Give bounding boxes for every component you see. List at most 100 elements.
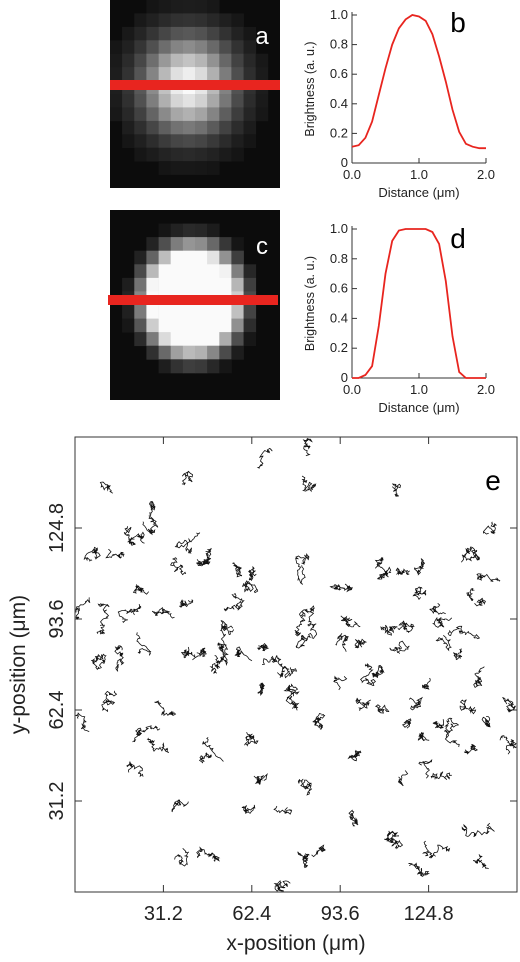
- panel-label-e: e: [485, 465, 501, 496]
- image-pixel: [219, 237, 232, 252]
- trajectory-point: [180, 646, 196, 659]
- trajectory-point: [101, 690, 118, 713]
- image-pixel: [219, 359, 232, 374]
- image-pixel: [134, 13, 147, 28]
- trajectory-point: [283, 683, 300, 700]
- image-pixel: [207, 26, 220, 41]
- image-pixel: [207, 0, 220, 14]
- trajectory-point: [481, 716, 491, 728]
- image-pixel: [195, 120, 208, 135]
- y-axis-label-d: Brightness (a. u.): [303, 256, 317, 351]
- plot-frame-e: [74, 436, 518, 893]
- image-pixel: [219, 318, 232, 333]
- image-pixel: [146, 277, 159, 292]
- trajectory-point: [295, 635, 307, 649]
- image-pixel: [134, 332, 147, 347]
- image-c-pixels: [122, 223, 257, 374]
- trajectory-point: [295, 553, 310, 585]
- image-pixel: [134, 53, 147, 68]
- trajectory-point: [83, 546, 101, 562]
- image-pixel: [243, 107, 257, 122]
- x-tick-label-b: 0.0: [343, 167, 361, 182]
- trajectory-point: [499, 735, 517, 755]
- image-pixel: [195, 40, 208, 55]
- image-pixel: [182, 94, 196, 108]
- image-pixel: [219, 277, 232, 292]
- trajectory-point: [198, 752, 212, 764]
- trajectory-point: [430, 771, 452, 781]
- image-pixel: [134, 107, 147, 122]
- image-pixel: [170, 237, 184, 252]
- x-tick-label-b: 1.0: [410, 167, 428, 182]
- trajectory-point: [192, 647, 207, 661]
- image-pixel: [195, 318, 208, 333]
- y-tick-label-d: 0.4: [330, 310, 348, 325]
- panel-label-d: d: [450, 223, 466, 254]
- trajectory-point: [333, 675, 348, 691]
- panel-a: a: [110, 0, 280, 188]
- image-pixel: [219, 305, 232, 319]
- trajectory-point: [202, 737, 224, 762]
- image-pixel: [243, 277, 257, 292]
- trajectory-point: [179, 599, 194, 608]
- y-axis-label-b: Brightness (a. u.): [303, 41, 317, 136]
- trajectory-point: [311, 844, 326, 858]
- image-pixel: [182, 147, 196, 162]
- y-tick-label-b: 0: [341, 155, 348, 170]
- trajectory-point: [301, 475, 317, 493]
- trajectory-point: [209, 660, 223, 674]
- image-pixel: [231, 345, 244, 360]
- trajectory-point: [232, 562, 243, 578]
- image-pixel: [255, 67, 269, 81]
- trajectory-point: [392, 483, 401, 497]
- trajectory-point: [174, 532, 201, 554]
- image-pixel: [231, 332, 244, 347]
- trajectory-point: [136, 632, 152, 656]
- image-pixel: [110, 53, 123, 68]
- trajectory-point: [105, 548, 125, 559]
- x-tick-label-d: 1.0: [410, 382, 428, 397]
- image-pixel: [195, 134, 208, 149]
- trajectory-point: [302, 437, 313, 457]
- image-pixel: [158, 107, 172, 122]
- image-pixel: [195, 305, 208, 319]
- image-pixel: [146, 237, 159, 252]
- x-axis-label-b: Distance (μm): [378, 185, 459, 200]
- image-pixel: [207, 305, 220, 319]
- trajectory-point: [248, 565, 257, 582]
- trajectory-point: [412, 586, 427, 600]
- trajectory-point: [312, 713, 326, 730]
- trajectory-point: [223, 593, 245, 612]
- image-pixel: [231, 53, 244, 68]
- image-pixel: [182, 26, 196, 41]
- image-pixel: [146, 107, 159, 122]
- image-pixel: [182, 13, 196, 28]
- trajectory-point: [241, 804, 256, 814]
- image-pixel: [207, 359, 220, 374]
- x-tick-label-e: 62.4: [232, 903, 271, 925]
- trajectory-point: [273, 880, 291, 892]
- image-pixel: [182, 250, 196, 265]
- image-pixel: [146, 67, 159, 81]
- panel-label-c: c: [256, 233, 268, 260]
- image-pixel: [170, 305, 184, 319]
- image-pixel: [231, 264, 244, 279]
- image-pixel: [219, 94, 232, 108]
- image-pixel: [182, 264, 196, 279]
- image-pixel: [231, 26, 244, 41]
- trajectory-point: [384, 830, 400, 843]
- image-pixel: [134, 134, 147, 149]
- image-pixel: [158, 345, 172, 360]
- image-pixel: [170, 120, 184, 135]
- trajectory-point: [389, 640, 410, 654]
- image-pixel: [231, 134, 244, 149]
- image-pixel: [243, 264, 257, 279]
- image-pixel: [134, 277, 147, 292]
- image-pixel: [134, 26, 147, 41]
- image-pixel: [146, 94, 159, 108]
- image-pixel: [170, 250, 184, 265]
- panel-c: c: [108, 210, 280, 400]
- image-pixel: [134, 305, 147, 319]
- image-pixel: [182, 305, 196, 319]
- image-pixel: [243, 332, 257, 347]
